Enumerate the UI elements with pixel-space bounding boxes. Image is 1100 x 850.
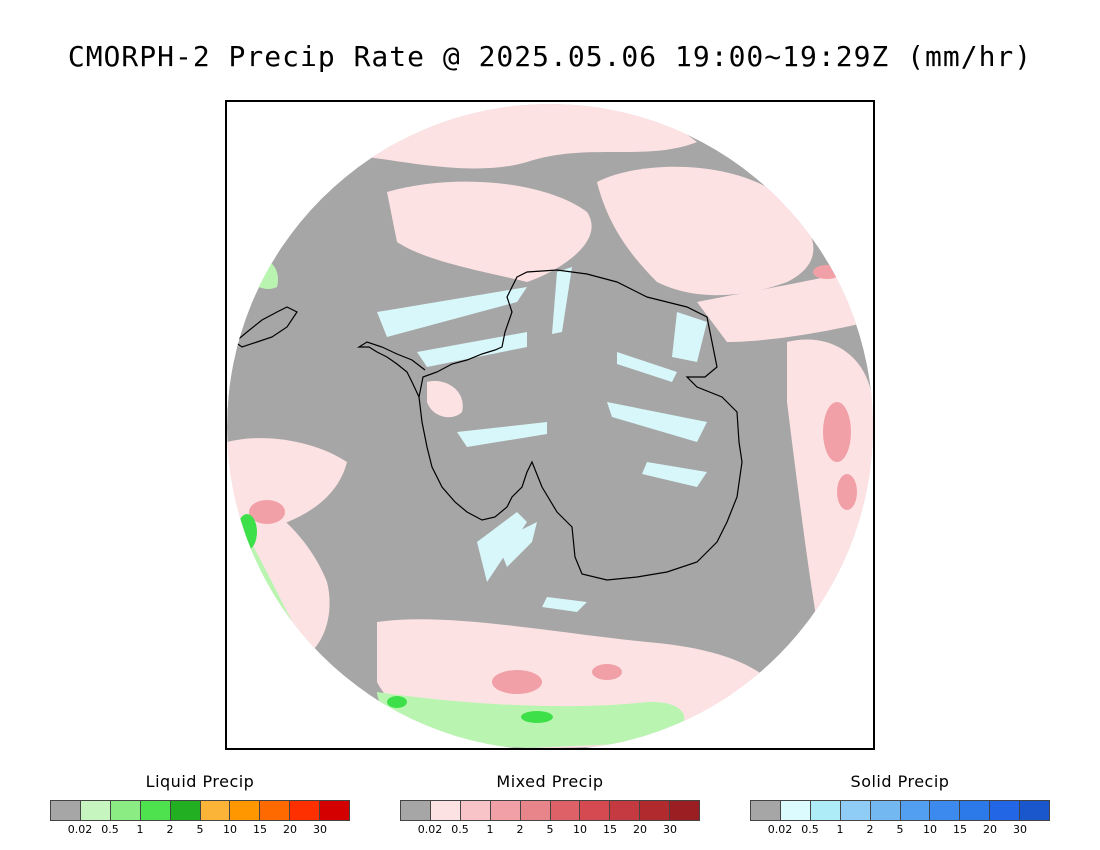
swatch-mixed-8 — [640, 801, 671, 820]
legend-solid: Solid Precip 0.02 0.5 1 2 5 10 15 20 30 — [750, 772, 1050, 837]
tick-mixed-4: 5 — [546, 823, 554, 836]
ticks-mixed: 0.02 0.5 1 2 5 10 15 20 30 — [400, 821, 700, 837]
tick-liquid-8: 30 — [313, 823, 327, 836]
tick-liquid-0: 0.02 — [67, 823, 93, 836]
polar-map — [227, 102, 873, 748]
tick-solid-3: 2 — [866, 823, 874, 836]
swatch-solid-5 — [900, 801, 931, 820]
swatch-liquid-9 — [320, 801, 350, 820]
tick-mixed-6: 15 — [603, 823, 617, 836]
colorbar-mixed — [400, 800, 700, 821]
legend-title-solid: Solid Precip — [850, 772, 950, 791]
tick-solid-0: 0.02 — [767, 823, 793, 836]
swatch-solid-4 — [870, 801, 901, 820]
tick-liquid-1: 0.5 — [101, 823, 119, 836]
antarctic-peninsula-coastline — [356, 341, 426, 398]
tick-solid-8: 30 — [1013, 823, 1027, 836]
tick-mixed-2: 1 — [486, 823, 494, 836]
swatch-liquid-6 — [230, 801, 261, 820]
mixed-precip-moderate-spots — [249, 265, 857, 694]
swatch-liquid-2 — [110, 801, 141, 820]
legend-liquid: Liquid Precip 0.02 0.5 1 2 5 10 15 20 30 — [50, 772, 350, 837]
south-america-coastline — [234, 306, 298, 348]
swatch-liquid-5 — [200, 801, 231, 820]
swatch-liquid-3 — [140, 801, 171, 820]
antarctica-coastline — [418, 269, 743, 581]
swatch-solid-8 — [990, 801, 1021, 820]
swatch-liquid-7 — [260, 801, 291, 820]
swatch-solid-2 — [810, 801, 841, 820]
swatch-mixed-6 — [580, 801, 611, 820]
map-title: CMORPH-2 Precip Rate @ 2025.05.06 19:00~… — [67, 40, 1033, 73]
tick-liquid-2: 1 — [136, 823, 144, 836]
tick-mixed-1: 0.5 — [451, 823, 469, 836]
tick-solid-4: 5 — [896, 823, 904, 836]
swatch-solid-7 — [960, 801, 991, 820]
swatch-mixed-5 — [550, 801, 581, 820]
legend-title-liquid: Liquid Precip — [145, 772, 255, 791]
swatch-solid-3 — [840, 801, 871, 820]
tick-solid-6: 15 — [953, 823, 967, 836]
swatch-mixed-0 — [401, 801, 431, 820]
tick-solid-2: 1 — [836, 823, 844, 836]
colorbar-solid — [750, 800, 1050, 821]
tick-liquid-4: 5 — [196, 823, 204, 836]
tick-liquid-6: 15 — [253, 823, 267, 836]
swatch-liquid-0 — [51, 801, 81, 820]
ticks-solid: 0.02 0.5 1 2 5 10 15 20 30 — [750, 821, 1050, 837]
tick-mixed-7: 20 — [633, 823, 647, 836]
swatch-solid-6 — [930, 801, 961, 820]
solid-precip-light-regions — [377, 267, 707, 612]
swatch-mixed-9 — [670, 801, 700, 820]
swatch-mixed-1 — [430, 801, 461, 820]
ticks-liquid: 0.02 0.5 1 2 5 10 15 20 30 — [50, 821, 350, 837]
tick-liquid-3: 2 — [166, 823, 174, 836]
swatch-solid-1 — [780, 801, 811, 820]
swatch-liquid-4 — [170, 801, 201, 820]
legend-mixed: Mixed Precip 0.02 0.5 1 2 5 10 15 20 30 — [400, 772, 700, 837]
swatch-liquid-1 — [80, 801, 111, 820]
colorbar-liquid — [50, 800, 350, 821]
tick-liquid-5: 10 — [223, 823, 237, 836]
legend-title-mixed: Mixed Precip — [496, 772, 604, 791]
swatch-solid-9 — [1020, 801, 1050, 820]
swatch-liquid-8 — [290, 801, 321, 820]
tick-mixed-0: 0.02 — [417, 823, 443, 836]
tick-mixed-3: 2 — [516, 823, 524, 836]
tick-solid-5: 10 — [923, 823, 937, 836]
swatch-mixed-4 — [520, 801, 551, 820]
swatch-solid-0 — [751, 801, 781, 820]
tick-mixed-8: 30 — [663, 823, 677, 836]
swatch-mixed-3 — [490, 801, 521, 820]
tick-liquid-7: 20 — [283, 823, 297, 836]
tick-mixed-5: 10 — [573, 823, 587, 836]
tick-solid-7: 20 — [983, 823, 997, 836]
tick-solid-1: 0.5 — [801, 823, 819, 836]
map-frame — [225, 100, 875, 750]
swatch-mixed-7 — [610, 801, 641, 820]
swatch-mixed-2 — [460, 801, 491, 820]
